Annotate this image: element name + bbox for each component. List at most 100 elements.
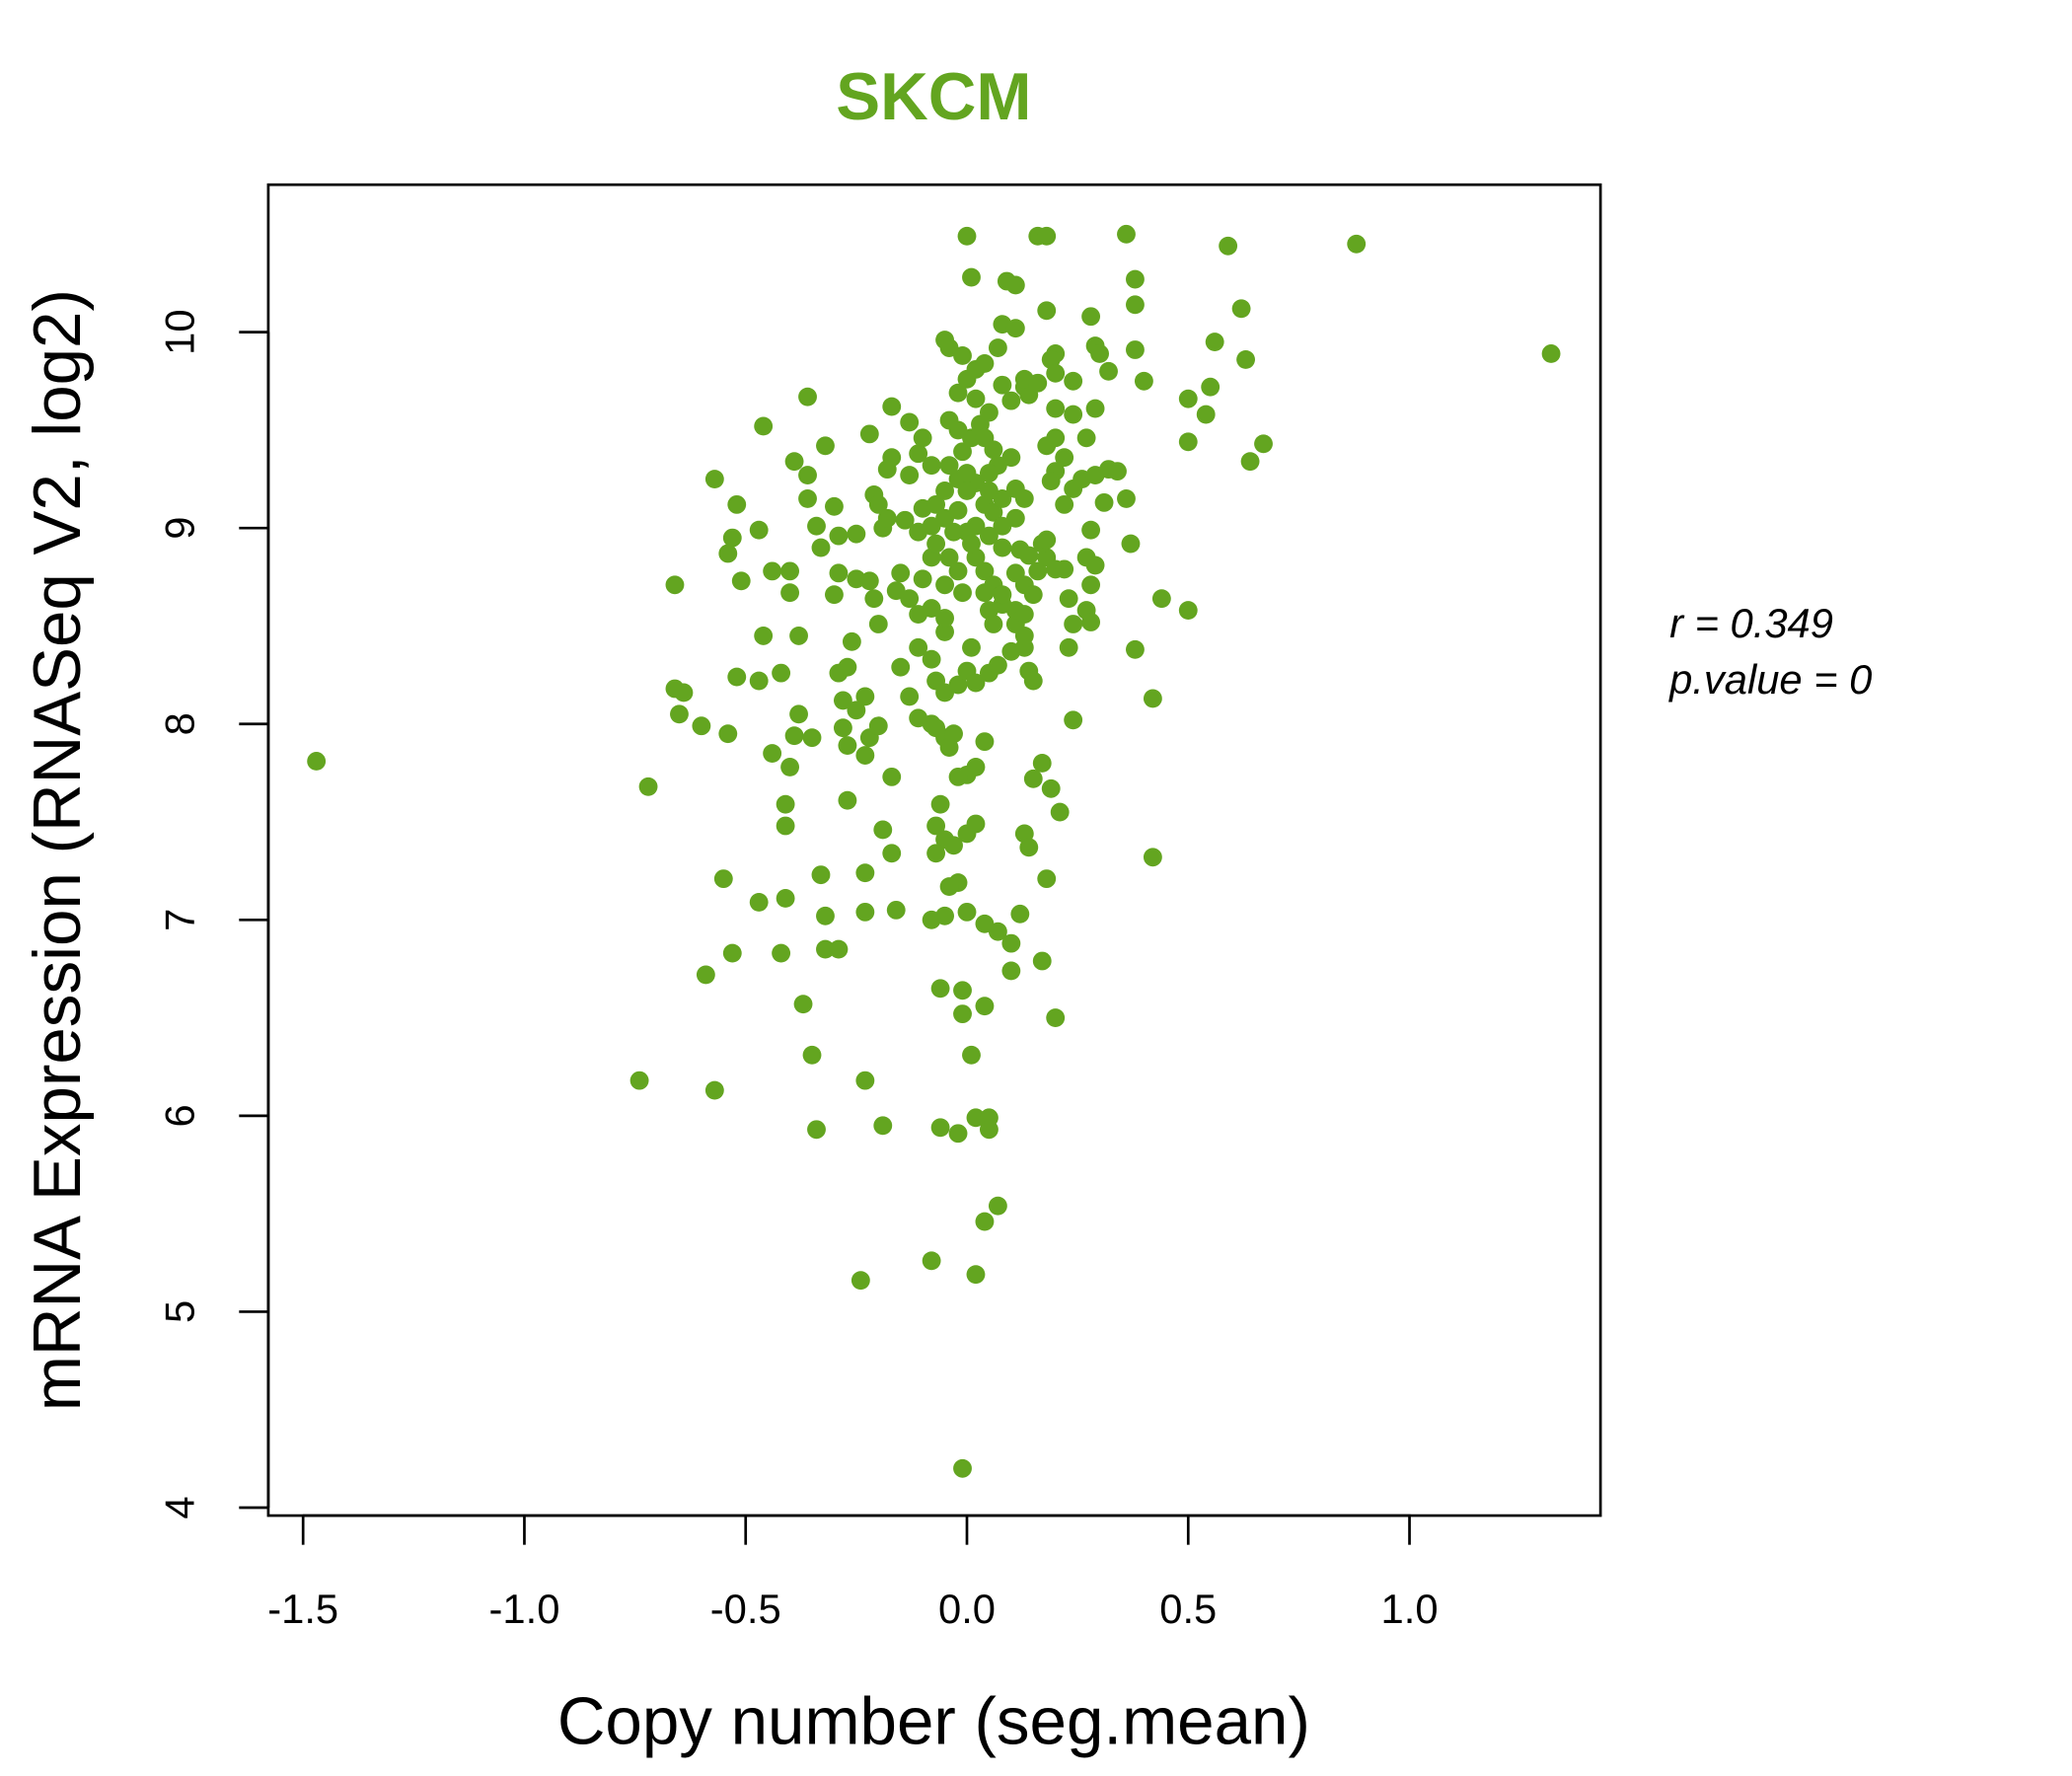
data-point	[1064, 615, 1083, 633]
data-point	[988, 655, 1007, 675]
x-tick-label: 1.0	[1381, 1586, 1439, 1632]
data-point	[930, 979, 950, 999]
data-point	[948, 561, 968, 581]
data-point	[1081, 520, 1101, 540]
data-point	[953, 1004, 972, 1024]
data-point	[984, 615, 1003, 633]
data-point	[1108, 462, 1127, 481]
data-point	[722, 943, 742, 963]
y-tick-label: 8	[157, 712, 203, 735]
data-point	[754, 416, 774, 436]
data-point	[988, 338, 1007, 357]
data-point	[922, 1251, 941, 1271]
data-point	[864, 589, 884, 609]
data-point	[909, 605, 928, 624]
data-point	[891, 563, 911, 583]
data-point	[1236, 350, 1256, 369]
y-tick-label: 7	[157, 909, 203, 931]
data-point	[975, 1212, 995, 1231]
data-point	[704, 1080, 724, 1100]
data-point	[868, 494, 888, 514]
data-point	[900, 589, 920, 609]
data-point	[1001, 933, 1021, 953]
data-point	[1126, 269, 1145, 289]
data-point	[789, 626, 808, 645]
data-point	[713, 869, 733, 889]
data-point	[704, 470, 724, 488]
data-point	[953, 346, 972, 365]
data-point	[939, 877, 959, 896]
data-point	[784, 726, 804, 746]
data-point	[855, 687, 875, 706]
data-point	[993, 538, 1012, 557]
data-point	[638, 777, 658, 796]
data-point	[1023, 671, 1043, 691]
data-point	[1046, 1008, 1066, 1028]
data-points	[307, 224, 1561, 1478]
data-point	[962, 637, 981, 657]
data-point	[833, 691, 852, 710]
data-point	[1064, 405, 1083, 424]
data-point	[793, 995, 813, 1014]
data-point	[807, 516, 826, 536]
data-point	[1037, 869, 1057, 889]
data-point	[838, 657, 857, 677]
data-point	[1541, 344, 1561, 363]
data-point	[980, 526, 999, 546]
data-point	[780, 758, 800, 777]
x-axis-label: Copy number (seg.mean)	[557, 1685, 1310, 1759]
data-point	[1201, 377, 1221, 397]
data-point	[975, 997, 995, 1016]
data-point	[873, 1116, 893, 1136]
data-point	[957, 902, 977, 922]
data-point	[900, 687, 920, 706]
data-point	[913, 428, 932, 448]
data-point	[1143, 689, 1162, 708]
data-point	[776, 889, 795, 908]
data-point	[980, 403, 999, 422]
data-point	[948, 500, 968, 520]
data-point	[1001, 391, 1021, 410]
data-point	[1032, 754, 1052, 773]
data-point	[988, 1196, 1007, 1216]
data-point	[772, 943, 791, 963]
data-point	[913, 569, 932, 589]
data-point	[798, 488, 817, 508]
data-point	[1046, 363, 1066, 383]
data-point	[784, 452, 804, 472]
data-point	[749, 893, 769, 912]
x-tick-label: 0.5	[1159, 1586, 1217, 1632]
data-point	[984, 502, 1003, 522]
data-point	[855, 902, 875, 922]
data-point	[1019, 546, 1039, 565]
data-point	[1347, 234, 1367, 254]
data-point	[1117, 488, 1136, 508]
data-point	[944, 522, 963, 542]
data-point	[798, 466, 817, 485]
data-point	[975, 583, 995, 603]
data-point	[754, 626, 774, 645]
data-point	[891, 657, 911, 677]
data-point	[953, 981, 972, 1000]
data-point	[1240, 452, 1260, 472]
data-point	[980, 481, 999, 500]
data-point	[1059, 589, 1078, 609]
y-tick-label: 6	[157, 1104, 203, 1127]
data-point	[722, 528, 742, 548]
data-point	[993, 516, 1012, 536]
data-point	[1055, 448, 1074, 468]
x-tick-label: -1.0	[489, 1586, 560, 1632]
data-point	[718, 724, 738, 744]
data-point	[829, 563, 849, 583]
data-point	[909, 637, 928, 657]
data-point	[1041, 472, 1061, 490]
data-point	[816, 436, 835, 456]
data-point	[1081, 613, 1101, 631]
data-point	[975, 732, 995, 752]
chart-title: SKCM	[836, 60, 1031, 134]
data-point	[944, 724, 963, 744]
data-point	[966, 389, 986, 408]
data-point	[953, 1458, 972, 1478]
data-point	[1023, 585, 1043, 605]
